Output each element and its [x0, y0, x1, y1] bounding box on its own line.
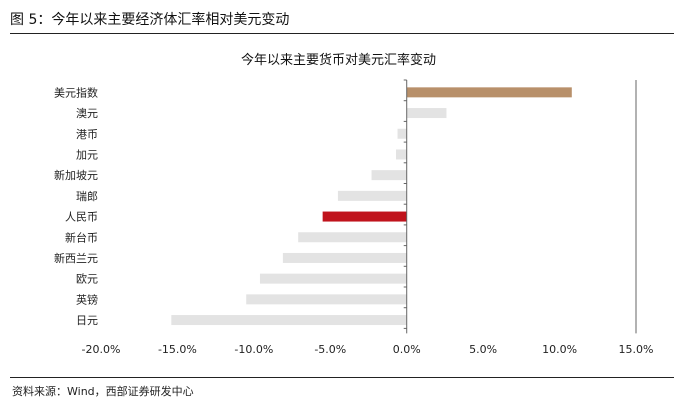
category-label: 日元 [76, 314, 98, 327]
category-label: 人民币 [65, 211, 98, 224]
x-tick-label: -20.0% [82, 343, 121, 356]
x-tick-label: 15.0% [619, 343, 654, 356]
x-tick-label: 0.0% [393, 343, 421, 356]
figure-bottom-rule [10, 377, 674, 378]
bar-3 [397, 128, 407, 139]
bar-9 [282, 252, 407, 263]
bar-10 [259, 273, 407, 284]
x-tick-label: 5.0% [469, 343, 497, 356]
bar-chart: 今年以来主要货币对美元汇率变动美元指数澳元港币加元新加坡元瑞郎人民币新台币新西兰… [54, 52, 654, 356]
bar-12 [171, 315, 407, 326]
category-label: 美元指数 [54, 85, 98, 99]
bar-2 [406, 108, 447, 119]
category-label: 瑞郎 [76, 189, 98, 203]
bar-7 [322, 211, 407, 222]
bar-4 [396, 149, 407, 160]
bar-6 [337, 190, 407, 201]
x-tick-label: 10.0% [542, 343, 577, 356]
category-label: 欧元 [76, 273, 98, 286]
figure-top-rule [10, 33, 674, 34]
chart-area: 今年以来主要货币对美元汇率变动美元指数澳元港币加元新加坡元瑞郎人民币新台币新西兰… [10, 38, 674, 374]
category-label: 英镑 [76, 292, 98, 306]
category-label: 新台币 [65, 230, 98, 244]
category-label: 新加坡元 [54, 168, 98, 182]
category-label: 新西兰元 [54, 251, 98, 265]
category-label: 港币 [76, 128, 98, 141]
x-tick-label: -5.0% [314, 343, 346, 356]
figure-header: 图 5：今年以来主要经济体汇率相对美元变动 [10, 6, 674, 32]
figure-title: 图 5：今年以来主要经济体汇率相对美元变动 [10, 12, 290, 28]
category-label: 澳元 [76, 107, 98, 120]
bar-8 [298, 232, 407, 243]
category-label: 加元 [76, 148, 98, 161]
figure-source: 资料来源：Wind，西部证券研发中心 [12, 385, 194, 398]
x-tick-label: -15.0% [158, 343, 197, 356]
chart-title: 今年以来主要货币对美元汇率变动 [241, 52, 436, 68]
x-tick-label: -10.0% [234, 343, 273, 356]
bar-1 [406, 87, 572, 98]
bar-5 [371, 170, 407, 181]
bar-11 [246, 294, 407, 305]
